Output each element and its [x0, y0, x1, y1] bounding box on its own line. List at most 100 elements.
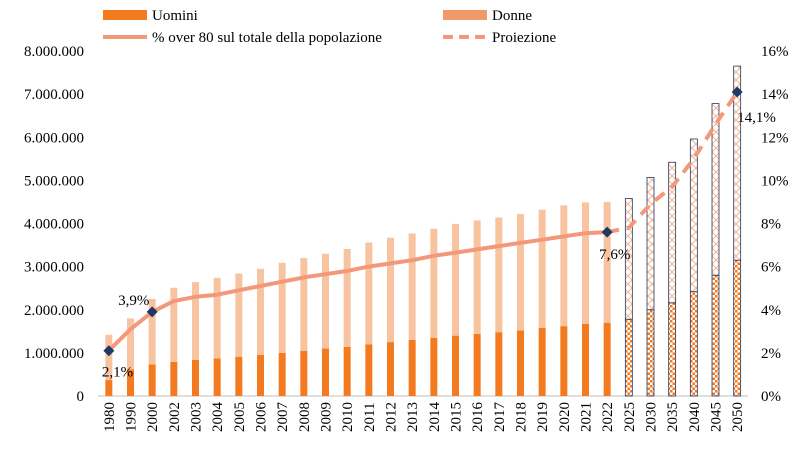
x-tick-label: 2025	[622, 402, 638, 432]
bar-uomini	[343, 346, 351, 396]
bar-donne	[235, 273, 243, 357]
bar-uomini	[300, 350, 308, 396]
y-left-tick-label: 5.000.000	[24, 173, 84, 189]
bar-uomini	[689, 291, 698, 397]
bar-uomini	[495, 332, 503, 396]
x-tick-label: 2017	[492, 401, 508, 432]
bar-donne	[300, 258, 308, 351]
data-label: 3,9%	[118, 293, 149, 309]
x-tick-label: 2007	[275, 402, 291, 433]
x-tick-label: 2009	[319, 402, 335, 432]
bar-donne	[560, 205, 568, 327]
x-tick-label: 2020	[557, 402, 573, 432]
bar-uomini	[733, 259, 742, 397]
bar-donne	[646, 176, 655, 311]
bar-donne	[582, 202, 589, 324]
bar-donne	[387, 237, 394, 343]
x-tick-label: 2015	[449, 402, 465, 432]
bar-uomini	[192, 359, 199, 396]
x-tick-label: 2005	[232, 402, 248, 432]
legend-label-proiezione: Proiezione	[492, 30, 556, 46]
x-tick-label: 2019	[535, 402, 551, 432]
bar-donne	[733, 65, 742, 261]
bar-uomini	[257, 355, 264, 396]
bar-uomini	[430, 337, 438, 396]
x-tick-label: 2018	[514, 402, 530, 432]
bar-uomini	[473, 333, 481, 396]
x-tick-label: 2030	[644, 402, 660, 432]
y-right-tick-label: 16%	[761, 44, 789, 60]
bar-donne	[278, 262, 286, 353]
bar-uomini	[278, 352, 286, 396]
bar-uomini	[538, 327, 546, 396]
y-left-tick-label: 3.000.000	[24, 260, 84, 276]
bar-donne	[127, 318, 134, 370]
legend-label-donne: Donne	[492, 8, 532, 24]
bar-donne	[689, 138, 698, 293]
data-label: 2,1%	[102, 365, 133, 381]
bar-uomini	[127, 369, 134, 396]
bar-donne	[408, 233, 416, 340]
data-label: 7,6%	[599, 247, 630, 263]
bar-uomini	[235, 356, 243, 396]
axes: 0 1.000.000 2.000.000 3.000.000 4.000.000 5.0…	[24, 44, 789, 432]
y-left-tick-label: 7.000.000	[24, 87, 84, 103]
bar-uomini	[148, 364, 156, 396]
bar-uomini	[365, 344, 373, 396]
lines	[106, 90, 739, 353]
bar-uomini	[711, 274, 720, 397]
x-tick-label: 2006	[254, 402, 270, 433]
bar-donne	[105, 334, 113, 381]
x-tick-label: 2004	[210, 402, 226, 433]
bar-uomini	[105, 380, 113, 396]
x-tick-label: 2050	[730, 402, 746, 432]
y-left-tick-label: 8.000.000	[24, 44, 84, 60]
data-marker	[731, 86, 743, 98]
legend-swatch-uomini	[103, 10, 147, 20]
bar-donne	[343, 248, 351, 347]
data-label: 14,1%	[737, 110, 776, 126]
x-tick-label: 1990	[124, 402, 140, 432]
x-tick-label: 2016	[470, 402, 486, 432]
x-tick-label: 2040	[687, 402, 703, 432]
bar-uomini	[452, 335, 459, 396]
x-tick-label: 2012	[384, 402, 400, 432]
bar-uomini	[624, 318, 633, 397]
bar-donne	[517, 214, 524, 331]
x-tick-label: 2014	[427, 402, 443, 433]
y-left-tick-label: 2.000.000	[24, 303, 84, 319]
series-line-pct	[106, 230, 610, 353]
bar-donne	[473, 220, 481, 334]
y-right-tick-label: 12%	[761, 130, 789, 146]
y-right-tick-label: 14%	[761, 87, 789, 103]
x-tick-label: 2021	[579, 402, 595, 432]
x-tick-label: 2008	[297, 402, 313, 432]
y-right-tick-label: 8%	[761, 217, 781, 233]
x-tick-label: 2002	[167, 402, 183, 432]
y-left-tick-label: 0	[77, 389, 85, 405]
bar-uomini	[603, 322, 611, 396]
legend-swatch-donne	[443, 10, 487, 20]
x-tick-label: 2010	[340, 402, 356, 432]
bar-donne	[192, 282, 199, 360]
y-right-tick-label: 0%	[761, 389, 781, 405]
bar-uomini	[387, 342, 394, 396]
bar-donne	[624, 198, 633, 320]
bar-uomini	[668, 302, 677, 397]
y-right-tick-label: 2%	[761, 346, 781, 362]
bar-donne	[430, 228, 438, 338]
x-tick-label: 2013	[405, 402, 421, 432]
bar-uomini	[408, 339, 416, 396]
bar-donne	[322, 253, 329, 349]
bar-donne	[170, 287, 178, 362]
bar-donne	[668, 161, 677, 304]
data-marker	[146, 306, 158, 318]
bar-uomini	[582, 323, 589, 396]
x-tick-label: 1980	[102, 402, 118, 432]
bar-donne	[711, 103, 720, 276]
bar-donne	[257, 268, 264, 356]
y-right-tick-label: 10%	[761, 173, 789, 189]
legend-label-uomini: Uomini	[152, 8, 198, 24]
